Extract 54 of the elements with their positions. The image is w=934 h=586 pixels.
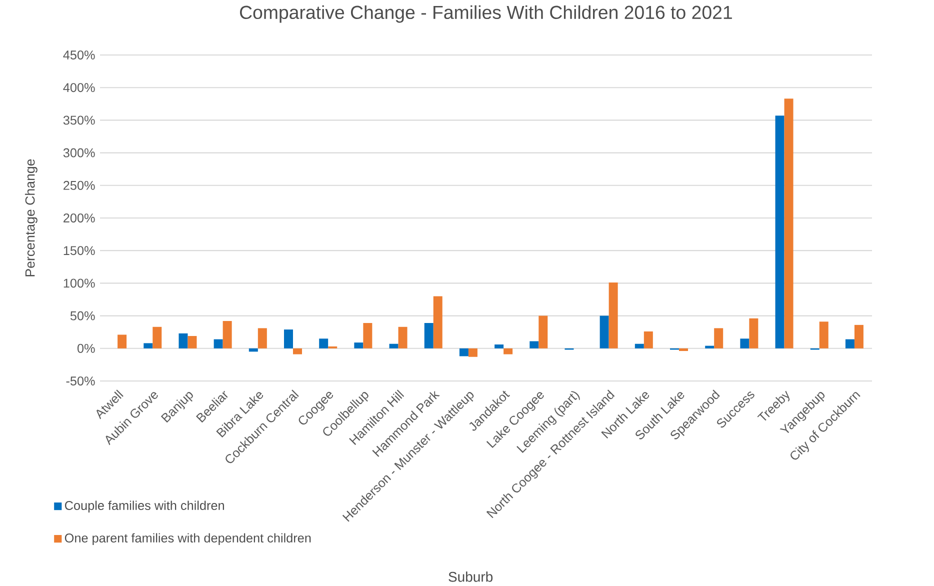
- bar: [740, 338, 750, 348]
- bar: [389, 344, 398, 348]
- bar: [363, 322, 372, 348]
- y-tick-label: 150%: [64, 246, 95, 255]
- bar: [459, 348, 468, 356]
- bar: [398, 326, 408, 348]
- y-tick-label: 400%: [63, 82, 95, 92]
- bar: [354, 342, 364, 348]
- bar: [188, 336, 197, 348]
- y-tick-label: 350%: [63, 116, 95, 125]
- bar: [644, 331, 653, 348]
- bar: [433, 296, 442, 348]
- bar: [222, 320, 232, 348]
- y-tick-label: 300%: [63, 148, 95, 158]
- bar: [749, 318, 758, 348]
- bar: [600, 316, 609, 348]
- y-tick-label: -50%: [66, 376, 95, 386]
- legend-label: Couple families with children: [64, 500, 224, 512]
- bar: [530, 341, 539, 348]
- bar: [319, 338, 328, 348]
- legend-label: One parent families with dependent children: [64, 533, 311, 545]
- y-tick-label: 100%: [64, 278, 95, 288]
- bar: [494, 344, 504, 348]
- bar: [214, 339, 223, 348]
- chart-title: Comparative Change - Families With Children 2016 to 2021: [240, 5, 732, 23]
- bar: [258, 328, 267, 348]
- bar: [634, 344, 644, 348]
- y-tick-label: 200%: [64, 213, 95, 222]
- bar: [468, 348, 478, 357]
- bar: [845, 339, 854, 348]
- bar: [284, 329, 294, 348]
- bar: [504, 348, 513, 354]
- bar: [775, 116, 784, 348]
- bar: [819, 322, 828, 348]
- bar: [293, 348, 302, 354]
- bar: [854, 324, 864, 348]
- bar: [248, 348, 258, 352]
- y-tick-label: 50%: [70, 311, 95, 320]
- bar: [679, 348, 688, 351]
- bar: [178, 333, 188, 348]
- bar: [424, 322, 434, 348]
- bar: [118, 334, 127, 348]
- bar: [714, 328, 724, 348]
- x-axis-title: Suburb: [448, 571, 493, 582]
- bar: [538, 316, 548, 348]
- y-tick-label: 250%: [64, 180, 95, 190]
- bar: [144, 343, 153, 348]
- bar: [608, 282, 618, 348]
- bar: [784, 98, 794, 348]
- bar: [705, 346, 714, 348]
- bar: [152, 326, 162, 348]
- y-tick-label: 450%: [63, 50, 95, 60]
- y-axis-title: Percentage Change: [24, 159, 38, 276]
- y-tick-label: 0%: [77, 344, 95, 353]
